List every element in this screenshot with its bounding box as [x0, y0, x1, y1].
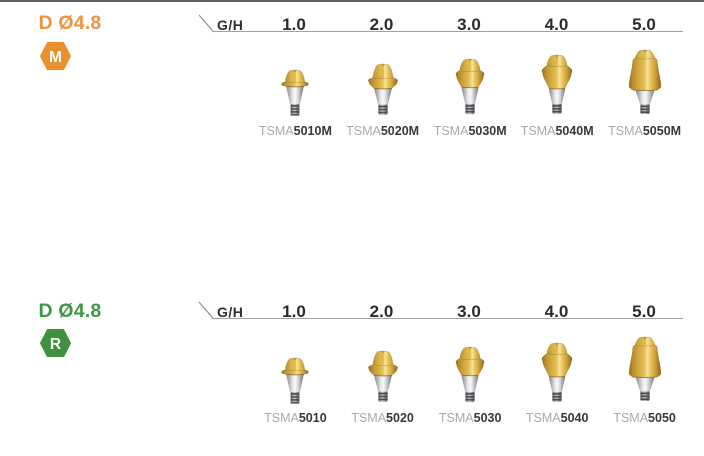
svg-text:R: R — [50, 336, 61, 353]
svg-text:M: M — [49, 49, 62, 66]
